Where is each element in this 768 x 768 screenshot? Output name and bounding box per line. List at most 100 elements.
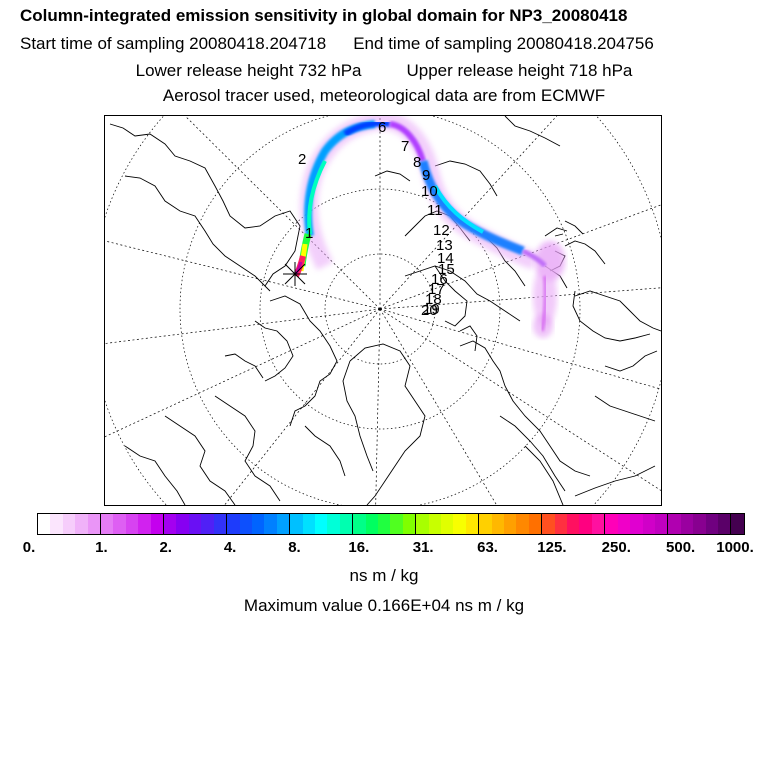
colorbar-segment <box>264 514 277 534</box>
traj-label: 18 <box>425 291 442 308</box>
colorbar-segment <box>630 514 643 534</box>
traj-label: 20 <box>421 302 438 319</box>
colorbar-segment <box>441 514 454 534</box>
traj-label: 17 <box>428 281 445 298</box>
traj-label: 11 <box>427 202 443 219</box>
colorbar-segment <box>314 514 328 534</box>
colorbar <box>37 513 745 535</box>
colorbar-tick-label: 1000. <box>716 539 754 556</box>
traj-label: 19 <box>423 301 440 318</box>
polar-map: 1 2 6 7 8 9 10 11 12 13 14 15 16 17 18 1… <box>104 115 662 506</box>
colorbar-segment <box>188 514 202 534</box>
release-site-marker <box>283 262 307 286</box>
colorbar-segment <box>150 514 164 534</box>
traj-label: 6 <box>378 119 386 136</box>
colorbar-segment <box>50 514 63 534</box>
sampling-times: Start time of sampling 20080418.204718 En… <box>20 34 768 54</box>
release-heights: Lower release height 732 hPa Upper releas… <box>0 61 768 81</box>
colorbar-tick-label: 16. <box>348 539 370 556</box>
colorbar-tick-label: 125. <box>537 539 567 556</box>
colorbar-segment <box>693 514 706 534</box>
colorbar-segment <box>213 514 227 534</box>
maximum-value-label: Maximum value 0.166E+04 ns m / kg <box>243 596 525 615</box>
colorbar-segment <box>100 514 114 534</box>
colorbar-tick-label: 8. <box>288 539 301 556</box>
map-canvas: 1 2 6 7 8 9 10 11 12 13 14 15 16 17 18 1… <box>105 116 661 505</box>
coastlines <box>109 116 661 505</box>
colorbar-segment <box>251 514 265 534</box>
colorbar-segment <box>327 514 340 534</box>
colorbar-tick-label: 31. <box>412 539 434 556</box>
end-time-label: End time of sampling 20080418.204756 <box>353 34 654 53</box>
colorbar-segment <box>226 514 240 534</box>
traj-label: 13 <box>436 237 453 254</box>
colorbar-segment <box>38 514 51 534</box>
colorbar-segment <box>87 514 101 534</box>
colorbar-tick-label: 1. <box>95 539 108 556</box>
colorbar-segment <box>504 514 517 534</box>
colorbar-segment <box>604 514 618 534</box>
colorbar-segment <box>554 514 568 534</box>
colorbar-segment <box>239 514 252 534</box>
traj-label: 15 <box>438 261 455 278</box>
latitude-circles <box>105 116 661 505</box>
colorbar-segment <box>491 514 505 534</box>
colorbar-segment <box>302 514 315 534</box>
colorbar-tick-label: 250. <box>601 539 631 556</box>
start-time-label: Start time of sampling 20080418.204718 <box>20 34 327 53</box>
colorbar-segment <box>75 514 88 534</box>
colorbar-segment <box>276 514 290 534</box>
colorbar-segment <box>428 514 441 534</box>
colorbar-segment <box>667 514 681 534</box>
colorbar-segment <box>541 514 555 534</box>
colorbar-tick-label: 4. <box>223 539 237 556</box>
colorbar-segment <box>125 514 139 534</box>
colorbar-segment <box>176 514 189 534</box>
colorbar-segment <box>113 514 126 534</box>
colorbar-segment <box>138 514 151 534</box>
traj-label: 2 <box>298 151 306 168</box>
traj-label: 1 <box>305 225 313 242</box>
traj-label: 8 <box>413 154 421 171</box>
traj-label: 16 <box>431 271 448 288</box>
colorbar-segment <box>465 514 479 534</box>
colorbar-segment <box>390 514 403 534</box>
colorbar-segment <box>654 514 668 534</box>
colorbar-tick-label: 0. <box>22 539 36 556</box>
colorbar-tick-label: 500. <box>666 539 696 556</box>
upper-release-label: Upper release height 718 hPa <box>406 61 633 80</box>
colorbar-segment <box>705 514 718 534</box>
colorbar-segment <box>377 514 391 534</box>
colorbar-segment <box>163 514 177 534</box>
colorbar-segment <box>680 514 694 534</box>
traj-label: 10 <box>421 183 438 200</box>
colorbar-segment <box>352 514 366 534</box>
trajectory-labels: 1 2 6 7 8 9 10 11 12 13 14 15 16 17 18 1… <box>298 119 455 319</box>
colorbar-segment <box>415 514 429 534</box>
meridian-lines <box>105 116 661 505</box>
source-note: Aerosol tracer used, meteorological data… <box>162 86 606 105</box>
colorbar-segment <box>730 514 744 534</box>
colorbar-segment <box>642 514 655 534</box>
colorbar-segment <box>365 514 378 534</box>
emission-plume <box>293 116 565 338</box>
colorbar-segment <box>339 514 353 534</box>
colorbar-segment <box>289 514 303 534</box>
colorbar-tick-label: 63. <box>477 539 498 556</box>
colorbar-segment <box>579 514 592 534</box>
colorbar-segment <box>567 514 580 534</box>
traj-label: 7 <box>401 138 409 155</box>
colorbar-segment <box>516 514 529 534</box>
colorbar-segment <box>591 514 605 534</box>
colorbar-segment <box>528 514 542 534</box>
traj-label: 12 <box>433 222 450 239</box>
traj-label: 14 <box>437 250 454 267</box>
lower-release-label: Lower release height 732 hPa <box>135 61 362 80</box>
colorbar-segment <box>617 514 631 534</box>
colorbar-segment <box>201 514 214 534</box>
colorbar-segment <box>62 514 76 534</box>
colorbar-segment <box>453 514 466 534</box>
colorbar-segment <box>478 514 492 534</box>
colorbar-segment <box>402 514 416 534</box>
plot-title: Column-integrated emission sensitivity i… <box>20 6 628 25</box>
